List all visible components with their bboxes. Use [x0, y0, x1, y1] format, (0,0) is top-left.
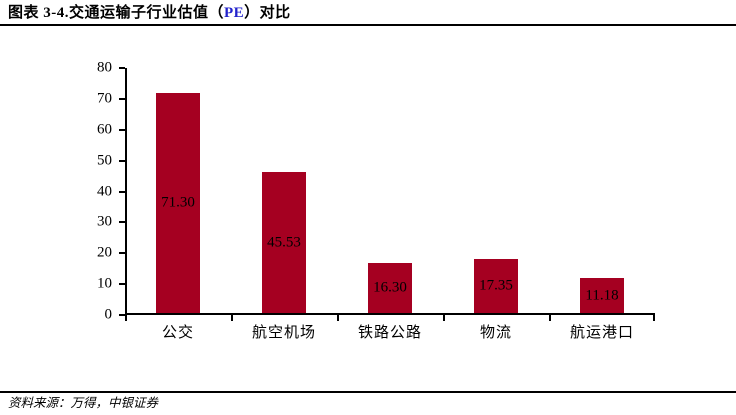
x-axis-tick-mark	[337, 315, 339, 321]
y-axis-tick-label: 10	[97, 275, 112, 292]
bar-2: 45.53	[262, 172, 306, 313]
x-axis-tick-mark	[231, 315, 233, 321]
source-note: 资料来源：万得，中银证券	[8, 396, 159, 410]
y-axis-tick-label: 0	[104, 306, 113, 323]
bar-value-label: 17.35	[479, 277, 513, 294]
x-axis-tick-mark	[125, 315, 127, 321]
y-axis-tick-label: 80	[97, 59, 112, 76]
x-axis-tick-mark	[549, 315, 551, 321]
y-axis-tick-label: 40	[97, 183, 112, 199]
bar-value-label: 16.30	[373, 279, 407, 296]
y-axis-tick-mark	[119, 283, 125, 286]
bar-value-label: 71.30	[161, 194, 195, 211]
y-axis-tick-mark	[119, 314, 125, 316]
x-axis-tick-mark	[443, 315, 445, 321]
figure-title-suffix: ）对比	[244, 5, 291, 21]
x-axis-category-label: 航空机场	[251, 325, 316, 341]
y-axis-tick-label: 70	[97, 90, 112, 107]
top-rule	[0, 24, 736, 26]
y-axis-tick-mark	[119, 159, 125, 162]
bar-1: 71.30	[156, 92, 200, 313]
figure-title: 图表 3-4.交通运输子行业估值（PE）对比	[8, 3, 291, 23]
x-axis-tick-mark	[653, 315, 655, 321]
x-axis-category-label: 物流	[479, 325, 512, 341]
y-axis-tick-mark	[119, 221, 125, 224]
y-axis-tick-mark	[119, 190, 125, 193]
bottom-rule	[0, 391, 736, 393]
x-axis-category-label: 航运港口	[569, 325, 634, 341]
y-axis-tick-label: 30	[97, 213, 112, 230]
y-axis-tick-label: 60	[97, 121, 112, 138]
y-axis-tick-mark	[119, 128, 125, 131]
y-axis-tick-mark	[119, 97, 125, 100]
bar-4: 17.35	[474, 259, 518, 313]
y-axis-tick-label: 20	[97, 244, 112, 261]
pe-bar-chart: 0 10 20 30 40 50 60 70 80 71.30 公交 45.53 航空机场 16.30 铁路…	[97, 59, 655, 341]
y-axis-tick-label: 50	[97, 152, 112, 169]
figure-title-prefix: 图表 3-4.交通运输子行业估值（	[8, 5, 224, 21]
y-axis-tick-mark	[119, 67, 125, 69]
bar-3: 16.30	[368, 262, 412, 313]
x-axis-category-label: 公交	[161, 325, 194, 341]
bar-value-label: 11.18	[585, 287, 619, 304]
bar-value-label: 45.53	[267, 234, 301, 251]
x-axis-category-label: 铁路公路	[357, 325, 422, 341]
bar-5: 11.18	[580, 278, 624, 313]
figure-title-pe: PE	[224, 5, 245, 21]
y-axis-tick-mark	[119, 252, 125, 255]
